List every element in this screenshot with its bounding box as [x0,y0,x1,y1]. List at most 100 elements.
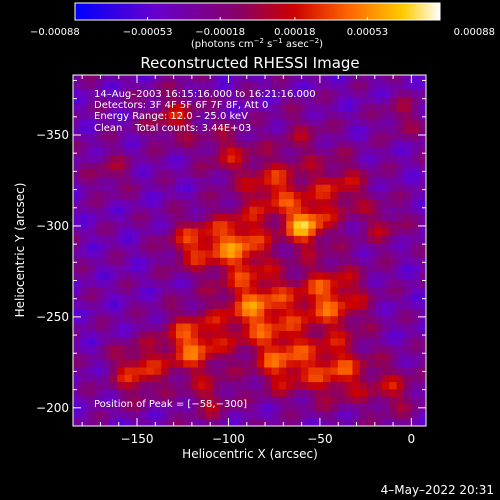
heatmap-cell [109,104,118,113]
heatmap-cell [337,396,346,405]
heatmap-cell [220,206,229,215]
heatmap-cell [403,330,412,339]
heatmap-cell [352,177,361,186]
heatmap-cell [190,89,199,98]
heatmap-cell [271,140,280,149]
heatmap-cell [396,323,405,332]
heatmap-cell [271,221,280,230]
heatmap-cell [139,228,148,237]
heatmap-cell [146,118,155,127]
heatmap-cell [293,367,302,376]
heatmap-cell [139,111,148,120]
heatmap-cell [175,206,184,215]
heatmap-cell [345,374,354,383]
heatmap-cell [242,309,251,317]
heatmap-cell [124,221,133,230]
heatmap-cell [146,140,155,149]
heatmap-cell [337,287,346,295]
heatmap-cell [337,148,346,157]
heatmap-cell [153,126,162,135]
heatmap-cell [271,206,280,215]
heatmap-cell [227,374,236,383]
heatmap-cell [403,418,412,426]
heatmap-cell [124,345,133,354]
heatmap-cell [374,148,383,157]
heatmap-cell [212,118,221,127]
heatmap-cell [80,148,89,157]
heatmap-cell [175,235,184,244]
heatmap-cell [220,118,229,127]
heatmap-cell [205,287,214,295]
heatmap-cell [212,82,221,91]
heatmap-cell [124,89,133,98]
heatmap-cell [403,118,412,127]
heatmap-cell [124,287,133,295]
heatmap-cell [308,382,317,391]
heatmap-cell [352,250,361,259]
heatmap-cell [242,126,251,135]
heatmap-cell [389,367,398,376]
heatmap-cell [124,75,133,83]
heatmap-cell [396,162,405,171]
heatmap-cell [345,118,354,127]
heatmap-cell [264,279,273,288]
heatmap-cell [352,126,361,135]
heatmap-cell [95,257,104,266]
heatmap-cell [308,301,317,310]
heatmap-cell [139,389,148,398]
heatmap-cell [396,213,405,222]
heatmap-cell [315,206,324,215]
heatmap-cell [293,228,302,237]
heatmap-cell [264,206,273,215]
heatmap-cell [190,243,199,252]
heatmap-cell [359,294,368,303]
heatmap-cell [153,206,162,215]
heatmap-cell [330,250,339,259]
heatmap-cell [227,316,236,325]
heatmap-cell [271,96,280,105]
heatmap-cell [153,104,162,113]
heatmap-cell [80,177,89,186]
heatmap-cell [168,75,177,83]
heatmap-cell [168,294,177,303]
heatmap-cell [345,352,354,361]
heatmap-cell [87,104,96,113]
heatmap-cell [212,89,221,98]
heatmap-cell [278,199,287,208]
heatmap-cell [389,301,398,310]
heatmap-cell [227,184,236,193]
heatmap-cell [124,330,133,339]
heatmap-cell [367,323,376,332]
chart-title: Reconstructed RHESSI Image [140,54,359,72]
heatmap-cell [359,89,368,98]
heatmap-cell [308,330,317,339]
heatmap-cell [264,345,273,354]
heatmap-cell [183,418,192,426]
heatmap-cell [146,367,155,376]
heatmap-cell [161,213,170,222]
heatmap-cell [227,360,236,369]
heatmap-cell [389,345,398,354]
heatmap-cell [396,374,405,383]
heatmap-cell [153,170,162,178]
heatmap-cell [198,257,206,266]
heatmap-cell [418,148,426,157]
heatmap-cell [175,382,184,391]
heatmap-cell [403,177,412,186]
heatmap-cell [264,374,273,383]
heatmap-cell [271,345,280,354]
heatmap-cell [87,294,96,303]
heatmap-cell [286,257,295,266]
heatmap-cell [131,177,140,186]
heatmap-cell [403,338,412,347]
heatmap-cell [153,323,162,332]
heatmap-cell [256,279,265,288]
heatmap-cell [131,235,140,244]
heatmap-cell [352,235,361,244]
heatmap-cell [249,338,258,347]
heatmap-cell [102,111,111,120]
heatmap-cell [300,140,309,149]
heatmap-cell [124,228,133,237]
heatmap-cell [308,360,317,369]
heatmap-cell [161,250,170,259]
